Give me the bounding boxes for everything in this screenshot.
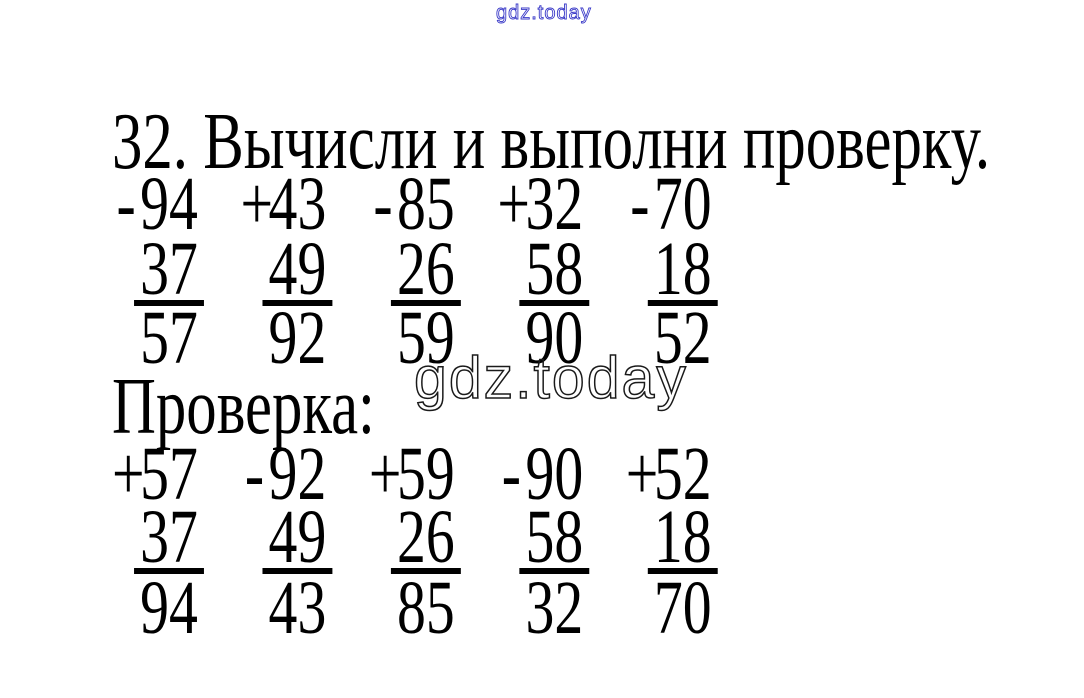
operator-sign: - <box>373 162 393 246</box>
operation-cell: -70 <box>626 166 740 242</box>
second-operand: 58 <box>519 499 590 575</box>
operand-cell: 26 <box>369 499 483 575</box>
block1-results-row: 57 92 59 90 52 <box>112 300 740 376</box>
operand-cell: 37 <box>112 231 226 307</box>
block1-second-operands-row: 37 49 26 58 18 <box>112 231 740 307</box>
result-value: 52 <box>653 296 712 380</box>
operand-cell: 18 <box>626 231 740 307</box>
operation-cell: +52 <box>626 436 740 512</box>
result-cell: 57 <box>112 300 226 376</box>
block1-operators-row: -94 +43 -85 +32 -70 <box>112 166 740 242</box>
result-cell: 70 <box>626 570 740 646</box>
operation-cell: +57 <box>112 436 226 512</box>
result-cell: 94 <box>112 570 226 646</box>
first-operand: 94 <box>140 162 198 246</box>
operation-cell: +59 <box>369 436 483 512</box>
first-operand: 52 <box>653 432 712 516</box>
result-cell: 59 <box>369 300 483 376</box>
operator-sign: - <box>630 162 650 246</box>
result-cell: 90 <box>497 300 611 376</box>
operand-cell: 58 <box>497 231 611 307</box>
first-operand: 57 <box>140 432 198 516</box>
second-operand: 18 <box>647 499 718 575</box>
operand-cell: 26 <box>369 231 483 307</box>
result-value: 43 <box>268 566 327 650</box>
second-operand: 49 <box>262 231 333 307</box>
site-watermark-top: gdz.today <box>496 2 592 25</box>
result-value: 32 <box>525 566 584 650</box>
result-cell: 43 <box>240 570 354 646</box>
result-value: 59 <box>397 296 455 380</box>
operator-sign: - <box>244 432 265 516</box>
operand-cell: 49 <box>240 499 354 575</box>
first-operand: 32 <box>525 162 584 246</box>
first-operand: 59 <box>397 432 455 516</box>
operation-cell: +32 <box>497 166 611 242</box>
first-operand: 43 <box>268 162 327 246</box>
second-operand: 18 <box>647 231 718 307</box>
result-value: 57 <box>140 296 198 380</box>
first-operand: 90 <box>525 432 584 516</box>
first-operand: 92 <box>268 432 327 516</box>
result-value: 70 <box>653 566 712 650</box>
operand-cell: 58 <box>497 499 611 575</box>
result-value: 85 <box>397 566 455 650</box>
second-operand: 37 <box>134 499 204 575</box>
operator-sign: + <box>625 432 659 516</box>
result-value: 90 <box>525 296 584 380</box>
block2-operators-row: +57 -92 +59 -90 +52 <box>112 436 740 512</box>
operation-cell: +43 <box>240 166 354 242</box>
exercise-title: 32. Вычисли и выполни проверку. <box>112 98 991 186</box>
operation-cell: -85 <box>369 166 483 242</box>
operation-cell: -94 <box>112 166 226 242</box>
operand-cell: 18 <box>626 499 740 575</box>
result-cell: 92 <box>240 300 354 376</box>
operator-sign: + <box>240 162 274 246</box>
operation-cell: -90 <box>497 436 611 512</box>
operand-cell: 37 <box>112 499 226 575</box>
check-label: Проверка: <box>112 363 375 451</box>
second-operand: 49 <box>262 499 333 575</box>
operator-sign: + <box>497 162 530 246</box>
result-cell: 52 <box>626 300 740 376</box>
operation-cell: -92 <box>240 436 354 512</box>
result-cell: 32 <box>497 570 611 646</box>
first-operand: 70 <box>653 162 712 246</box>
result-value: 92 <box>268 296 327 380</box>
result-cell: 85 <box>369 570 483 646</box>
operator-sign: + <box>368 432 402 516</box>
block2-results-row: 94 43 85 32 70 <box>112 570 740 646</box>
first-operand: 85 <box>397 162 455 246</box>
second-operand: 58 <box>519 231 590 307</box>
block2-second-operands-row: 37 49 26 58 18 <box>112 499 740 575</box>
operator-sign: + <box>112 432 145 516</box>
second-operand: 37 <box>134 231 204 307</box>
operator-sign: - <box>501 432 521 516</box>
site-watermark-middle: gdz.today <box>413 344 688 412</box>
second-operand: 26 <box>390 499 461 575</box>
second-operand: 26 <box>390 231 461 307</box>
operand-cell: 49 <box>240 231 354 307</box>
operator-sign: - <box>116 162 136 246</box>
result-value: 94 <box>140 566 198 650</box>
